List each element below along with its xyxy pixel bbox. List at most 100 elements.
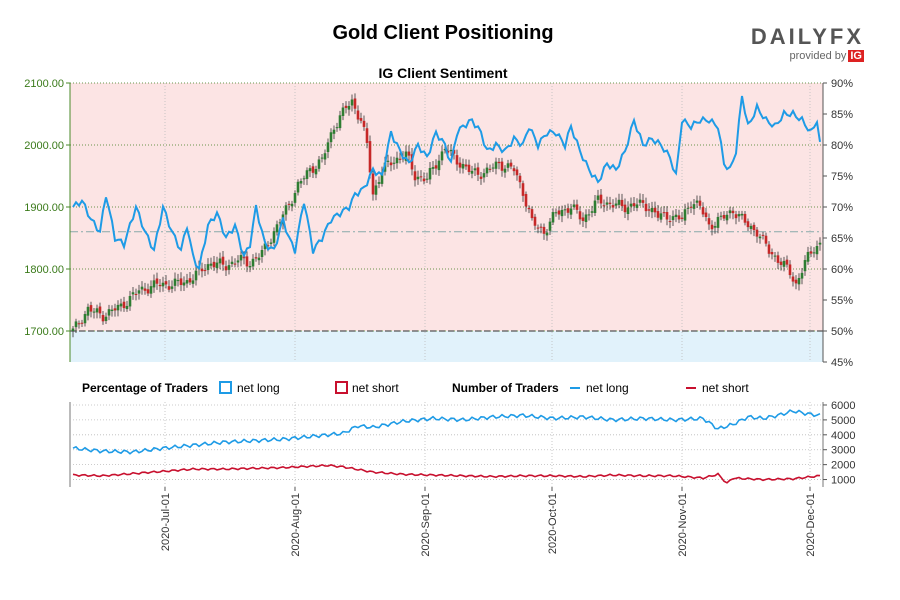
candle-body — [83, 314, 87, 324]
candle-body — [515, 169, 519, 176]
candle-body — [656, 211, 660, 218]
candle-body — [536, 227, 540, 229]
candle-body — [791, 276, 795, 282]
candle-body — [560, 209, 564, 217]
candle-body — [701, 207, 705, 215]
brand-name: DAILYFX — [750, 24, 864, 49]
candle-body — [668, 221, 672, 223]
candle-body — [254, 257, 258, 259]
right-tick-label: 75% — [831, 171, 853, 183]
right-tick-label: 85% — [831, 109, 853, 121]
candle-body — [593, 200, 597, 213]
candle-body — [578, 211, 582, 220]
candle-body — [116, 304, 120, 311]
candle-body — [200, 268, 204, 272]
candle-body — [479, 176, 483, 179]
candle-body — [539, 226, 543, 228]
candle-body — [230, 261, 234, 265]
candle-body — [110, 309, 114, 312]
candle-body — [428, 168, 432, 180]
candle-body — [371, 173, 375, 195]
candle-body — [215, 262, 219, 269]
candle-body — [395, 157, 399, 164]
candle-body — [95, 308, 99, 313]
candle-body — [698, 200, 702, 206]
candle-body — [407, 151, 411, 156]
candle-body — [257, 257, 261, 261]
candle-body — [359, 118, 363, 121]
right-tick-label: 80% — [831, 140, 853, 152]
candle-body — [785, 259, 789, 265]
candle-body — [620, 199, 624, 207]
candle-body — [98, 306, 102, 314]
candle-body — [440, 151, 444, 161]
candle-body — [749, 225, 753, 229]
right-tick-label: 70% — [831, 202, 853, 214]
candle-body — [338, 115, 342, 129]
candle-body — [689, 206, 693, 208]
candle-body — [182, 282, 186, 286]
candle-body — [734, 214, 738, 219]
candle-body — [818, 242, 822, 245]
candle-body — [161, 282, 165, 287]
candle-body — [638, 199, 642, 203]
candle-body — [605, 202, 609, 205]
candle-body — [377, 182, 381, 184]
sentiment-zones — [70, 83, 823, 362]
candle-body — [461, 163, 465, 169]
candle-body — [458, 162, 462, 168]
candle-body — [290, 203, 294, 207]
candle-body — [773, 255, 777, 257]
candle-body — [569, 208, 573, 215]
sub-tick-label: 4000 — [831, 430, 855, 442]
candle-body — [635, 204, 639, 208]
candle-body — [194, 270, 198, 281]
candle-body — [671, 216, 675, 221]
candle-body — [497, 161, 501, 164]
candle-body — [665, 212, 669, 220]
candle-body — [815, 246, 819, 255]
candle-body — [743, 213, 747, 223]
candle-body — [572, 204, 576, 208]
candle-body — [299, 180, 303, 184]
candle-body — [386, 160, 390, 162]
right-tick-label: 60% — [831, 264, 853, 276]
candle-body — [755, 229, 759, 237]
ig-logo: IG — [848, 50, 864, 62]
candle-body — [446, 150, 450, 153]
candle-body — [680, 217, 684, 219]
candle-body — [707, 218, 711, 225]
candle-body — [725, 214, 729, 221]
candle-body — [86, 306, 90, 316]
legend-num-short-label: net short — [702, 381, 749, 395]
candle-body — [524, 194, 528, 207]
candle-body — [92, 311, 96, 313]
main-axes: 1700.00 1800.00 1900.00 2000.00 2100.00 45% 50… — [24, 78, 853, 369]
candle-body — [647, 209, 651, 211]
candle-body — [326, 142, 330, 152]
candle-body — [158, 284, 162, 287]
x-tick-label: 2020-Nov-01 — [677, 493, 689, 557]
legend-net-long-swatch — [219, 381, 232, 394]
candle-body — [794, 279, 798, 284]
chart-title: Gold Client Positioning — [332, 22, 554, 44]
candle-body — [224, 266, 228, 271]
candle-body — [443, 149, 447, 151]
candle-body — [518, 175, 522, 183]
sub-tick-label: 1000 — [831, 475, 855, 487]
candle-body — [476, 167, 480, 175]
candle-body — [677, 215, 681, 220]
right-tick-label: 50% — [831, 326, 853, 338]
candle-body — [329, 132, 333, 143]
candle-body — [236, 260, 240, 263]
legend-net-long-label: net long — [237, 381, 280, 395]
candle-body — [608, 202, 612, 204]
candle-body — [548, 221, 552, 231]
candle-body — [575, 204, 579, 210]
candle-body — [176, 280, 180, 282]
candle-body — [557, 210, 561, 215]
candle-body — [134, 293, 138, 295]
candle-body — [692, 204, 696, 209]
candle-body — [623, 204, 627, 213]
